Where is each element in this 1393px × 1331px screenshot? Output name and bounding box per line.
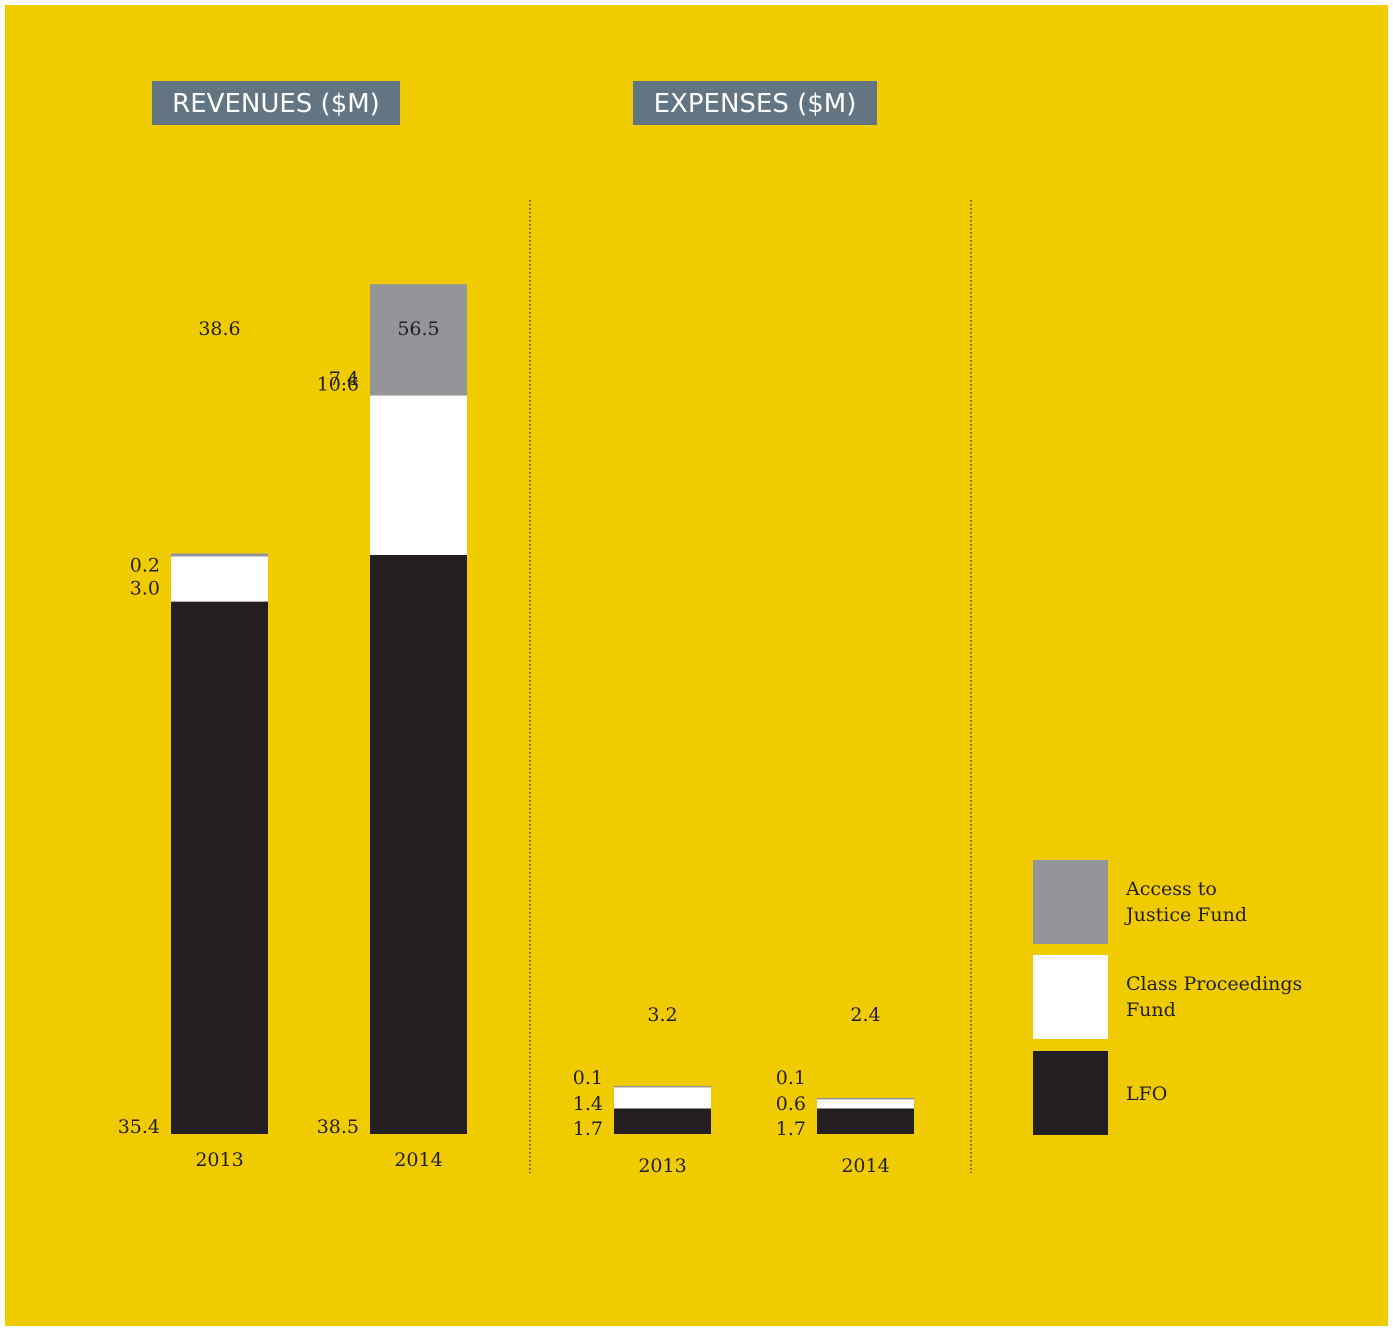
bar-segment-class-proceedings-2014 bbox=[370, 395, 467, 555]
legend-label-access-to-justice: Access to bbox=[1125, 878, 1217, 900]
value-label-access-to-justice-2013: 0.2 bbox=[130, 554, 160, 576]
total-label-2013: 38.6 bbox=[198, 318, 240, 340]
legend: Access to Justice Fund Class Proceedings Fu… bbox=[1033, 860, 1302, 1135]
revenues-chart: REVENUES ($M) 2013 38.6 35.4 3.00.2 2014 56.5 3… bbox=[118, 81, 467, 1171]
value-label-lfo-2014: 38.5 bbox=[317, 1116, 359, 1138]
legend-label-lfo: LFO bbox=[1126, 1083, 1167, 1105]
bar-segment-class-proceedings-2013 bbox=[171, 556, 268, 602]
legend-label-class-proceedings: Class Proceedings bbox=[1126, 973, 1302, 995]
value-label-lfo-2013: 1.7 bbox=[573, 1118, 603, 1140]
total-label-2014: 56.5 bbox=[397, 318, 439, 340]
bar-segment-lfo-2013 bbox=[171, 601, 268, 1134]
value-label-lfo-2013: 35.4 bbox=[118, 1116, 160, 1138]
category-label-2014: 2014 bbox=[394, 1149, 442, 1171]
value-label-class-proceedings-2013: 1.4 bbox=[573, 1093, 603, 1115]
bar-segment-lfo-2014 bbox=[370, 554, 467, 1134]
total-label-2013: 3.2 bbox=[647, 1004, 677, 1026]
expenses-title: EXPENSES ($M) bbox=[654, 89, 857, 119]
revenues-title: REVENUES ($M) bbox=[172, 89, 380, 119]
revenues-title-box bbox=[152, 81, 400, 125]
expenses-chart: EXPENSES ($M) 2013 3.2 1.7 1.4 0.1 2014 2.4 1.7 0… bbox=[573, 81, 914, 1177]
bar-segment-class-proceedings-2014 bbox=[817, 1099, 914, 1109]
bar-segment-access-to-justice-2013 bbox=[171, 553, 268, 557]
legend-swatch-class-proceedings bbox=[1033, 955, 1108, 1039]
legend-swatch-lfo bbox=[1033, 1051, 1108, 1135]
legend-label-class-proceedings: Fund bbox=[1126, 999, 1176, 1021]
total-label-2014: 2.4 bbox=[850, 1004, 880, 1026]
legend-swatch-access-to-justice bbox=[1033, 860, 1108, 944]
category-label-2014: 2014 bbox=[841, 1155, 889, 1177]
expenses-title-box bbox=[633, 81, 877, 125]
value-label-access-to-justice-2014: 7.4 bbox=[329, 368, 359, 390]
category-label-2013: 2013 bbox=[638, 1155, 686, 1177]
bar-segment-access-to-justice-2014 bbox=[817, 1097, 914, 1100]
value-label-class-proceedings-2013: 3.0 bbox=[130, 577, 160, 599]
bar-segment-class-proceedings-2013 bbox=[614, 1087, 711, 1109]
legend-label-access-to-justice: Justice Fund bbox=[1124, 904, 1247, 926]
value-label-class-proceedings-2014: 10.6 bbox=[317, 374, 359, 396]
value-label-access-to-justice-2014: 0.1 bbox=[776, 1067, 806, 1089]
value-label-access-to-justice-2013: 0.1 bbox=[573, 1067, 603, 1089]
category-label-2013: 2013 bbox=[195, 1149, 243, 1171]
bar-segment-access-to-justice-2014 bbox=[370, 284, 467, 396]
value-label-class-proceedings-2014: 0.6 bbox=[776, 1093, 806, 1115]
value-label-lfo-2014: 1.7 bbox=[776, 1118, 806, 1140]
bar-segment-lfo-2013 bbox=[614, 1108, 711, 1134]
bar-segment-lfo-2014 bbox=[817, 1108, 914, 1134]
bar-segment-access-to-justice-2013 bbox=[614, 1085, 711, 1088]
